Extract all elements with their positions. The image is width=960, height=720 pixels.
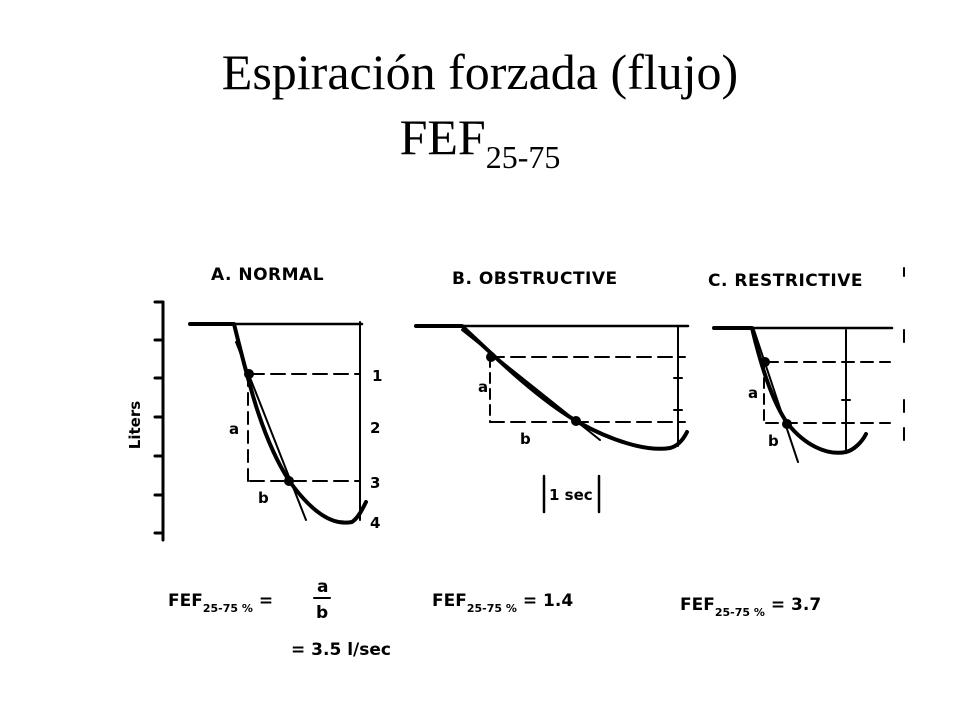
y-axis-label: Liters [126,401,144,449]
label-a-normal: a [229,420,239,438]
one-second-marker: 1 sec [549,486,593,504]
fef-subscript: 25-75 [485,139,561,175]
panel-restrictive-graph [712,267,905,463]
slide-title: Espiración forzada (flujo) [221,44,739,100]
heading-restrictive: C. RESTRICTIVE [708,271,863,291]
fef-equation-normal: FEF25-75 % = [168,591,273,615]
label-b-normal: b [258,489,269,507]
label-a-obstructive: a [478,378,488,396]
fraction-denominator: b [316,603,328,623]
fef-equation-restrictive: FEF25-75 % = 3.7 [680,595,821,619]
label-b-restrictive: b [768,432,779,450]
slide-subtitle: FEF25-75 [0,109,960,173]
tick-3: 3 [370,474,380,492]
panel-normal-graph [188,321,368,525]
tick-1: 1 [372,367,382,385]
fraction-numerator: a [317,577,328,597]
label-a-restrictive: a [748,384,758,402]
label-b-obstructive: b [520,430,531,448]
fef-label: FEF [399,109,486,165]
tick-4: 4 [370,514,380,532]
panel-obstructive-graph [414,324,690,514]
heading-obstructive: B. OBSTRUCTIVE [452,269,618,289]
fef-equation-obstructive: FEF25-75 % = 1.4 [432,591,573,615]
liters-axis [153,300,165,542]
fef-result-normal: = 3.5 l/sec [291,640,391,660]
heading-normal: A. NORMAL [211,265,324,285]
tick-2: 2 [370,419,380,437]
